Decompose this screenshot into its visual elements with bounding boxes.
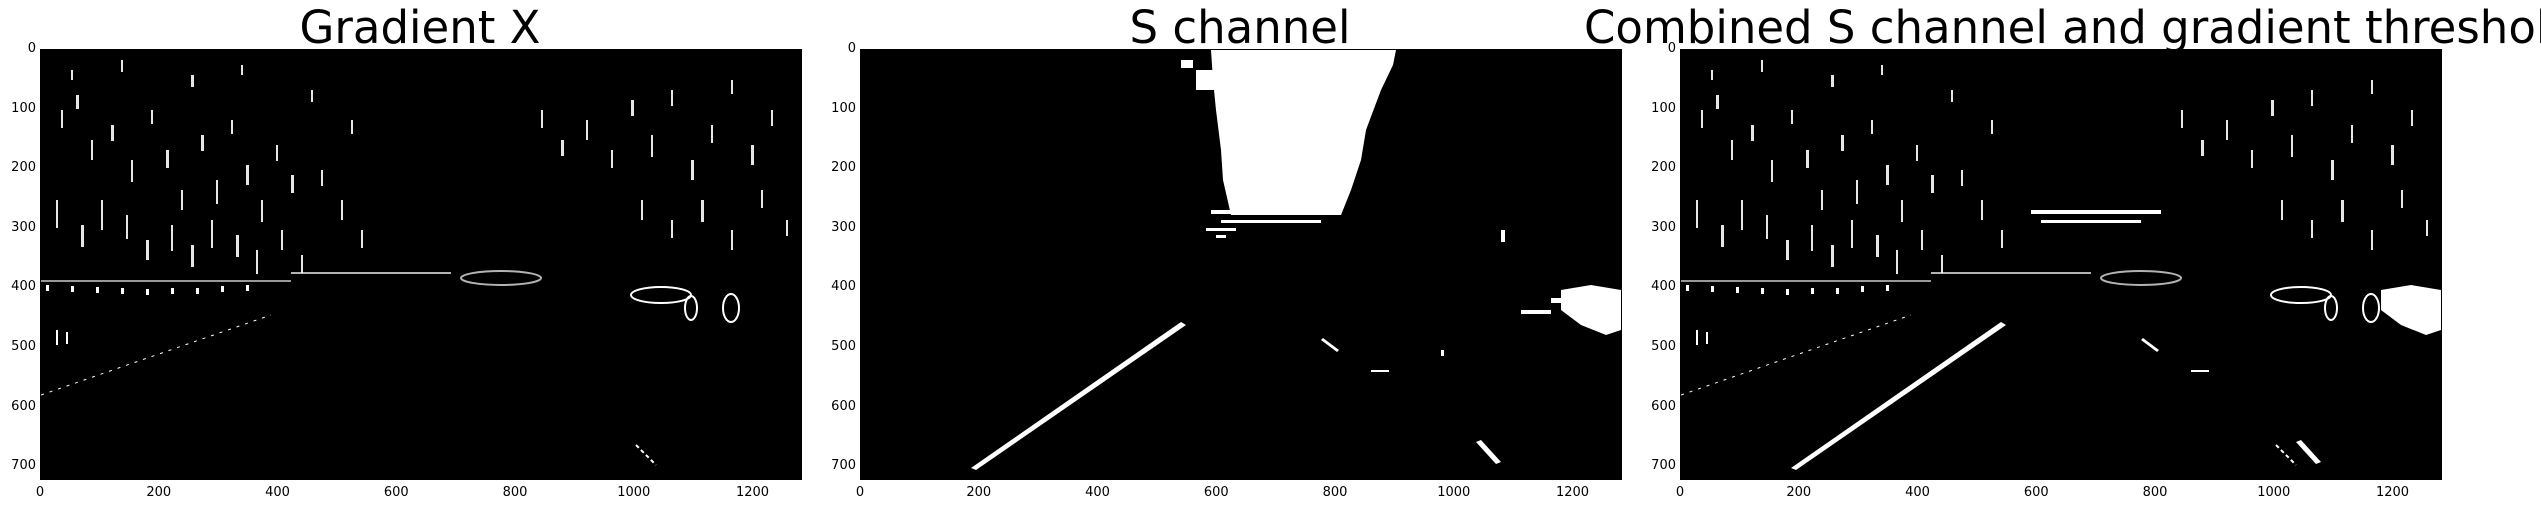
gradient-x-pixels — [41, 60, 788, 466]
y-tick-label: 200 — [1651, 160, 1676, 176]
y-tick-label: 400 — [1651, 279, 1676, 295]
y-tick-label: 600 — [1651, 398, 1676, 414]
binary-image-combined — [1680, 49, 2442, 480]
y-tick-label: 500 — [11, 338, 36, 354]
y-tick-label: 600 — [11, 398, 36, 414]
y-tick-label: 500 — [1651, 338, 1676, 354]
y-tick-label: 500 — [831, 338, 856, 354]
y-tick-label: 400 — [11, 279, 36, 295]
y-tick-label: 300 — [831, 219, 856, 235]
y-tick-label: 0 — [847, 41, 856, 56]
x-tick-label: 0 — [1675, 485, 1685, 500]
y-tick-label: 100 — [1651, 100, 1676, 116]
y-tick-label: 0 — [27, 41, 36, 56]
x-tick-label: 200 — [146, 485, 172, 500]
y-tick-label: 0 — [1667, 41, 1676, 56]
binary-image-gradient-x — [40, 49, 802, 480]
panel-s-channel: S channel — [820, 0, 1640, 508]
panel-title: Combined S channel and gradient threshol… — [1584, 1, 2541, 54]
x-tick-label: 800 — [2142, 485, 2168, 500]
x-tick-label: 1000 — [617, 485, 651, 500]
x-tick-label: 1000 — [2257, 485, 2291, 500]
x-tick-label: 1200 — [735, 485, 770, 500]
y-tick-label: 700 — [11, 458, 36, 474]
x-tick-label: 200 — [966, 485, 992, 500]
y-tick-label: 200 — [11, 160, 36, 176]
y-tick-label: 600 — [831, 398, 856, 414]
y-tick-label: 700 — [831, 458, 856, 474]
x-tick-label: 400 — [1085, 485, 1110, 500]
y-tick-label: 200 — [831, 160, 856, 176]
x-tick-label: 400 — [1905, 485, 1930, 500]
x-tick-label: 1000 — [1437, 485, 1471, 500]
x-tick-label: 400 — [265, 485, 290, 500]
y-tick-label: 100 — [831, 100, 856, 116]
y-tick-label: 400 — [831, 279, 856, 295]
panel-title: S channel — [1129, 1, 1351, 54]
y-tick-label: 300 — [1651, 219, 1676, 235]
x-tick-label: 800 — [502, 485, 528, 500]
x-tick-label: 1200 — [1555, 485, 1590, 500]
x-tick-label: 600 — [383, 485, 409, 500]
combined-pixels — [1681, 59, 2441, 470]
x-tick-label: 200 — [1786, 485, 1812, 500]
y-tick-label: 700 — [1651, 458, 1676, 474]
x-tick-label: 600 — [1203, 485, 1229, 500]
binary-image-s-channel — [860, 49, 1622, 480]
x-tick-label: 0 — [855, 485, 865, 500]
x-tick-label: 800 — [1322, 485, 1348, 500]
panel-title: Gradient X — [299, 1, 541, 54]
x-tick-label: 600 — [2023, 485, 2049, 500]
panel-gradient-x: Gradient X — [0, 0, 820, 508]
x-tick-label: 1200 — [2375, 485, 2410, 500]
y-tick-label: 100 — [11, 100, 36, 116]
s-channel-pixels — [971, 50, 1621, 470]
x-tick-label: 0 — [35, 485, 45, 500]
y-tick-label: 300 — [11, 219, 36, 235]
panel-combined: Combined S channel and gradient threshol… — [1584, 0, 2541, 508]
